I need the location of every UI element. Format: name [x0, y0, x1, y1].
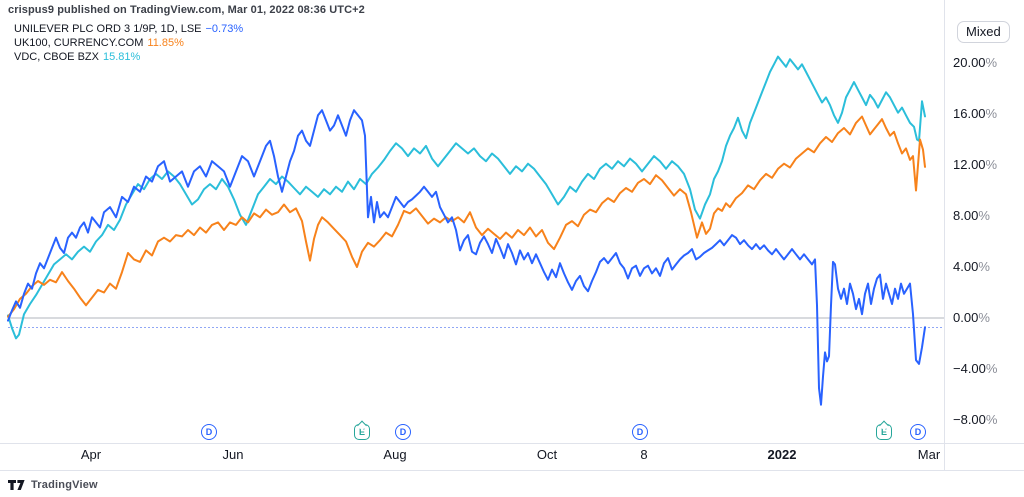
status-badge[interactable]: Mixed: [957, 21, 1010, 43]
price-scale-label: −4.00%: [953, 361, 998, 376]
legend-change-value: 11.85%: [147, 37, 184, 49]
tradingview-brand-label: TradingView: [31, 479, 98, 491]
legend-row[interactable]: UNILEVER PLC ORD 3 1/9P, 1D, LSE −0.73%: [14, 22, 243, 36]
legend-change-value: 15.81%: [102, 51, 141, 63]
time-scale-label: 8: [640, 447, 648, 462]
dividend-marker-icon[interactable]: D: [632, 424, 648, 440]
price-scale-label: 8.00%: [953, 208, 990, 223]
legend-row[interactable]: UK100, CURRENCY.COM 11.85%: [14, 36, 243, 50]
time-scale-label: Oct: [536, 447, 558, 462]
dividend-marker-icon[interactable]: D: [201, 424, 217, 440]
series-line-vdc[interactable]: [7, 55, 926, 340]
legend-change-value: −0.73%: [205, 23, 244, 35]
time-scale-label: Aug: [383, 447, 407, 462]
tradingview-attribution[interactable]: TradingView: [8, 479, 98, 491]
time-scale[interactable]: Apr Jun Aug Oct 8 2022 Mar: [0, 443, 1024, 471]
time-scale-label: Mar: [917, 447, 941, 462]
price-chart[interactable]: [0, 0, 1024, 471]
time-scale-label: Apr: [80, 447, 102, 462]
price-scale[interactable]: Mixed 20.00% 16.00% 12.00% 8.00% 4.00% 0.00% −…: [944, 0, 1024, 471]
attribution-text: crispus9 published on TradingView.com, M…: [8, 4, 365, 16]
legend-symbol-label: VDC, CBOE BZX: [14, 51, 99, 63]
dividend-marker-icon[interactable]: D: [910, 424, 926, 440]
earnings-marker-icon[interactable]: E: [876, 424, 892, 440]
legend-row[interactable]: VDC, CBOE BZX 15.81%: [14, 50, 243, 64]
dividend-marker-icon[interactable]: D: [395, 424, 411, 440]
price-scale-label: 16.00%: [953, 106, 998, 121]
price-scale-label: 0.00%: [953, 310, 990, 325]
series-line-unilever[interactable]: [7, 109, 926, 406]
time-scale-label: 2022: [767, 447, 797, 462]
price-scale-label: 20.00%: [953, 55, 998, 70]
chart-legend: UNILEVER PLC ORD 3 1/9P, 1D, LSE −0.73% UK…: [14, 22, 243, 64]
legend-symbol-label: UK100, CURRENCY.COM: [14, 37, 144, 49]
price-scale-label: −8.00%: [953, 412, 998, 427]
earnings-marker-icon[interactable]: E: [354, 424, 370, 440]
price-scale-label: 12.00%: [953, 157, 998, 172]
series-line-uk100[interactable]: [7, 115, 926, 318]
tradingview-logo-icon: [8, 480, 25, 490]
time-scale-label: Jun: [222, 447, 244, 462]
price-scale-label: 4.00%: [953, 259, 990, 274]
legend-symbol-label: UNILEVER PLC ORD 3 1/9P, 1D, LSE: [14, 23, 202, 35]
